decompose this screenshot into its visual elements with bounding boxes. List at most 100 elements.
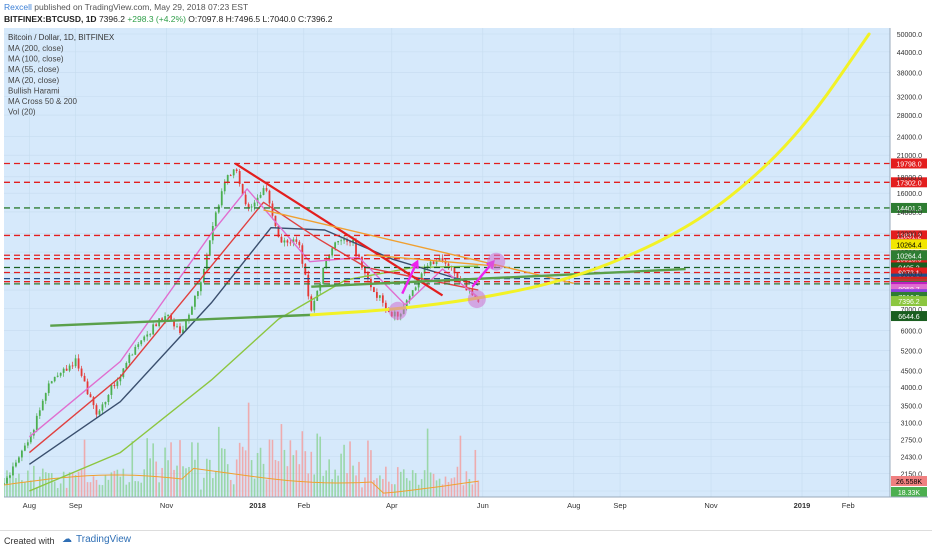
grid [4, 28, 890, 497]
volume-bar [152, 443, 154, 497]
chart-svg[interactable]: 19798.017302.014401.311831.210264.410015… [3, 28, 928, 515]
volume-bar [402, 469, 405, 497]
volume-bar [71, 472, 74, 497]
author-link[interactable]: Rexcell [4, 2, 32, 12]
volume-bar [77, 471, 80, 497]
y-tick-label: 7000.0 [901, 307, 923, 314]
candle-body [152, 324, 155, 335]
candle-body [50, 381, 53, 384]
volume-bar [444, 476, 447, 497]
candle-body [277, 226, 280, 237]
level-price-label: 14401.3 [896, 206, 921, 213]
candle-body [155, 324, 158, 327]
volume-bar [477, 480, 480, 497]
y-tick-label: 16000.0 [897, 191, 922, 198]
volume-bar [200, 489, 202, 497]
candle-body [220, 191, 223, 206]
ohlc-open: O:7097.8 [188, 14, 224, 24]
legend-item: Vol (20) [8, 108, 36, 117]
last-price: 7396.2 [98, 14, 125, 24]
candle-body [107, 394, 110, 402]
volume-bar [355, 475, 357, 497]
tradingview-logo[interactable]: ☁ TradingView [58, 534, 131, 545]
volume-bar [212, 478, 214, 497]
price-axis[interactable]: 50000.0 44000.0 38000.0 32000.0 28000.0 24000… [889, 28, 927, 497]
ohlc-low: L:7040.0 [262, 14, 296, 24]
price-change: +298.3 (+4.2%) [127, 14, 186, 24]
legend-item: MA (200, close) [8, 44, 64, 53]
volume-bar [65, 487, 68, 497]
candle-body [268, 190, 271, 204]
candle-body [6, 477, 8, 484]
price-axis-tag [891, 311, 927, 322]
candle-body [214, 212, 217, 227]
candle-body [381, 295, 384, 303]
volume-bar [379, 475, 381, 497]
symbol-info[interactable]: BITFINEX:BTCUSD, 1D [4, 14, 97, 24]
candle-body [194, 295, 196, 307]
candle-body [289, 242, 292, 244]
volume-bar [194, 459, 196, 497]
ma-line [29, 265, 479, 492]
volume-bar [86, 482, 89, 497]
volume-bar [203, 477, 205, 497]
time-axis[interactable]: Aug Sep Nov 2018 Feb Apr Jun Aug Sep Nov 2019 Feb [4, 496, 928, 510]
candle-body [170, 315, 172, 320]
candle-body [80, 368, 83, 376]
volume-bar [21, 480, 23, 497]
volume-bar [155, 461, 157, 497]
volume-bar [259, 447, 262, 497]
volume-bar [295, 450, 298, 497]
volume-bar [116, 469, 119, 497]
candle-body [244, 194, 247, 205]
volume-bar [420, 479, 423, 497]
candle-body [292, 239, 295, 243]
volume-bar [41, 468, 44, 497]
volume-bar [352, 465, 354, 497]
volume-bar [271, 439, 274, 497]
volume-bar [197, 442, 199, 497]
y-tick-label: 28000.0 [897, 113, 922, 120]
y-tick-label: 9000.0 [901, 272, 923, 279]
volume-bar [310, 451, 313, 497]
volume-bar [173, 469, 175, 497]
volume-bar [56, 488, 59, 497]
candle-body [217, 205, 220, 213]
candle-body [182, 329, 184, 334]
level-price-tag [891, 267, 927, 278]
volume-bar [328, 459, 330, 497]
created-with-label: Created with [4, 536, 55, 546]
volume-bar [382, 478, 384, 497]
price-axis-tag [891, 239, 927, 250]
volume-bar [474, 449, 477, 497]
candle-body [352, 239, 354, 243]
volume-bar [182, 466, 184, 497]
chart-area[interactable]: 19798.017302.014401.311831.210264.410015… [3, 28, 928, 515]
candle-body [226, 175, 229, 183]
candle-body [23, 445, 26, 451]
volume-bar [15, 478, 17, 497]
candle-body [349, 241, 351, 243]
volume-bar [283, 449, 286, 497]
candle-body [438, 258, 441, 261]
candle-body [310, 296, 313, 311]
volume-bar [158, 482, 160, 497]
volume-bar [459, 435, 462, 497]
candle-body [283, 240, 286, 243]
volume-bar [414, 473, 417, 497]
candle-body [408, 295, 411, 301]
price-axis-tag [891, 284, 927, 295]
y-tick-label: 2430.0 [901, 455, 923, 462]
volume-bar [140, 482, 143, 497]
volume-bar [277, 461, 280, 497]
candle-body [161, 318, 164, 322]
candle-body [465, 279, 468, 291]
volume-bar [393, 484, 396, 497]
candle-body [128, 354, 131, 363]
candle-body [304, 263, 307, 275]
candle-body [89, 394, 92, 398]
level-price-tag [891, 177, 927, 188]
ohlc-close: C:7396.2 [298, 14, 333, 24]
x-tick-label: Feb [842, 501, 855, 510]
